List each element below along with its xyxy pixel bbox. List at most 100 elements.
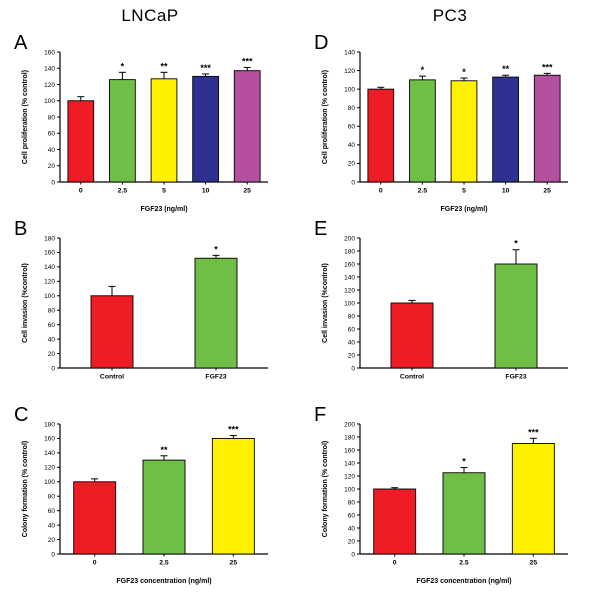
svg-text:0: 0 — [51, 179, 55, 186]
svg-text:5: 5 — [462, 188, 466, 195]
panel-a: A 0 20 40 60 80 100 120 140 160 0 * 2.5 ** 5 *** 10 *** 2… — [0, 32, 300, 218]
svg-text:***: *** — [542, 62, 553, 72]
svg-text:60: 60 — [48, 131, 56, 138]
panel-label-d: D — [314, 32, 329, 54]
svg-text:40: 40 — [48, 147, 56, 154]
chart-cell-proliferation-lncap: 0 20 40 60 80 100 120 140 160 0 * 2.5 ** 5 *** 10 *** 25 F… — [18, 36, 280, 221]
svg-text:200: 200 — [344, 235, 355, 242]
svg-text:2.5: 2.5 — [418, 188, 428, 195]
svg-text:2.5: 2.5 — [118, 188, 128, 195]
svg-text:*: * — [514, 239, 518, 249]
svg-text:180: 180 — [344, 434, 355, 441]
svg-text:100: 100 — [44, 479, 55, 486]
svg-text:Control: Control — [100, 374, 124, 381]
svg-text:160: 160 — [344, 447, 355, 454]
svg-text:20: 20 — [48, 537, 56, 544]
svg-text:***: *** — [228, 425, 239, 435]
svg-text:80: 80 — [48, 308, 56, 315]
svg-text:0: 0 — [351, 551, 355, 558]
svg-text:25: 25 — [543, 188, 551, 195]
chart-cell-invasion-pc3: 0 20 40 60 80 100 120 140 160 180 200 Control * FGF23… — [318, 222, 580, 407]
svg-text:200: 200 — [344, 421, 355, 428]
panel-label-b: B — [14, 218, 28, 240]
svg-text:2.5: 2.5 — [459, 560, 469, 567]
column-title-lncap: LNCaP — [121, 6, 179, 25]
svg-text:40: 40 — [348, 339, 356, 346]
svg-text:80: 80 — [348, 313, 356, 320]
svg-text:20: 20 — [48, 351, 56, 358]
svg-text:20: 20 — [348, 161, 356, 168]
svg-text:*: * — [214, 244, 218, 254]
svg-text:140: 140 — [44, 264, 55, 271]
svg-text:*: * — [421, 65, 425, 75]
svg-text:40: 40 — [48, 522, 56, 529]
svg-text:Cell proliferation (% control): Cell proliferation (% control) — [22, 70, 29, 164]
svg-text:40: 40 — [348, 142, 356, 149]
chart-cell-invasion-lncap: 0 20 40 60 80 100 120 140 160 180 Control * FGF23 Cel… — [18, 222, 280, 407]
svg-text:160: 160 — [344, 261, 355, 268]
svg-text:**: ** — [160, 445, 168, 455]
svg-text:*: * — [121, 61, 125, 71]
svg-text:180: 180 — [344, 248, 355, 255]
svg-text:**: ** — [160, 61, 168, 71]
svg-text:FGF23: FGF23 — [205, 374, 226, 381]
svg-text:25: 25 — [530, 560, 538, 567]
svg-text:0: 0 — [79, 188, 83, 195]
svg-text:Control: Control — [400, 374, 424, 381]
chart-colony-formation-lncap: 0 20 40 60 80 100 120 140 160 180 0 ** 2.5 *** 25 FGF23… — [18, 408, 280, 592]
svg-text:80: 80 — [48, 114, 56, 121]
svg-text:120: 120 — [344, 68, 355, 75]
svg-text:Colony formation (% control): Colony formation (% control) — [322, 441, 329, 537]
svg-text:2.5: 2.5 — [159, 560, 169, 567]
svg-text:20: 20 — [48, 163, 56, 170]
panel-d: D 0 20 40 60 80 100 120 140 0 * 2.5 * 5 ** 10 *** 25 FGF2… — [300, 32, 600, 218]
svg-text:60: 60 — [348, 326, 356, 333]
svg-text:Colony formation (% control): Colony formation (% control) — [22, 441, 29, 537]
svg-text:80: 80 — [348, 105, 356, 112]
svg-text:100: 100 — [344, 86, 355, 93]
svg-text:140: 140 — [44, 450, 55, 457]
svg-text:***: *** — [200, 63, 211, 73]
svg-text:140: 140 — [344, 274, 355, 281]
svg-text:*: * — [462, 457, 466, 467]
svg-text:160: 160 — [44, 250, 55, 257]
panel-label-f: F — [314, 404, 327, 426]
panel-e: E 0 20 40 60 80 100 120 140 160 180 200 Control * FGF… — [300, 218, 600, 404]
svg-text:60: 60 — [348, 124, 356, 131]
svg-text:0: 0 — [93, 560, 97, 567]
svg-text:120: 120 — [44, 279, 55, 286]
svg-text:120: 120 — [44, 82, 55, 89]
svg-text:160: 160 — [44, 49, 55, 56]
panel-label-c: C — [14, 404, 29, 426]
svg-text:20: 20 — [348, 352, 356, 359]
svg-text:0: 0 — [351, 179, 355, 186]
chart-colony-formation-pc3: 0 20 40 60 80 100 120 140 160 180 200 0 * 2.5 *** 25 FGF… — [318, 408, 580, 592]
chart-cell-proliferation-pc3: 0 20 40 60 80 100 120 140 0 * 2.5 * 5 ** 10 *** 25 FGF23 … — [318, 36, 580, 221]
svg-text:25: 25 — [243, 188, 251, 195]
svg-text:5: 5 — [162, 188, 166, 195]
svg-text:***: *** — [528, 427, 539, 437]
svg-text:0: 0 — [351, 365, 355, 372]
svg-text:120: 120 — [344, 287, 355, 294]
svg-text:0: 0 — [393, 560, 397, 567]
svg-text:FGF23 (ng/ml): FGF23 (ng/ml) — [140, 206, 187, 213]
svg-text:160: 160 — [44, 436, 55, 443]
svg-text:80: 80 — [48, 494, 56, 501]
svg-text:0: 0 — [51, 551, 55, 558]
svg-text:10: 10 — [502, 188, 510, 195]
svg-text:100: 100 — [344, 300, 355, 307]
column-title-pc3: PC3 — [432, 6, 468, 25]
column-titles-row: LNCaP PC3 — [0, 0, 600, 32]
panel-label-a: A — [14, 32, 28, 54]
panel-label-e: E — [314, 218, 328, 240]
svg-text:***: *** — [242, 56, 253, 66]
svg-text:Cell invasion (%control): Cell invasion (%control) — [22, 263, 29, 343]
svg-text:180: 180 — [44, 421, 55, 428]
svg-text:60: 60 — [48, 322, 56, 329]
svg-text:10: 10 — [202, 188, 210, 195]
svg-text:0: 0 — [51, 365, 55, 372]
svg-text:140: 140 — [44, 66, 55, 73]
svg-text:0: 0 — [379, 188, 383, 195]
panels-grid: A 0 20 40 60 80 100 120 140 160 0 * 2.5 ** 5 *** 10 *** 2… — [0, 32, 600, 590]
svg-text:**: ** — [502, 64, 510, 74]
